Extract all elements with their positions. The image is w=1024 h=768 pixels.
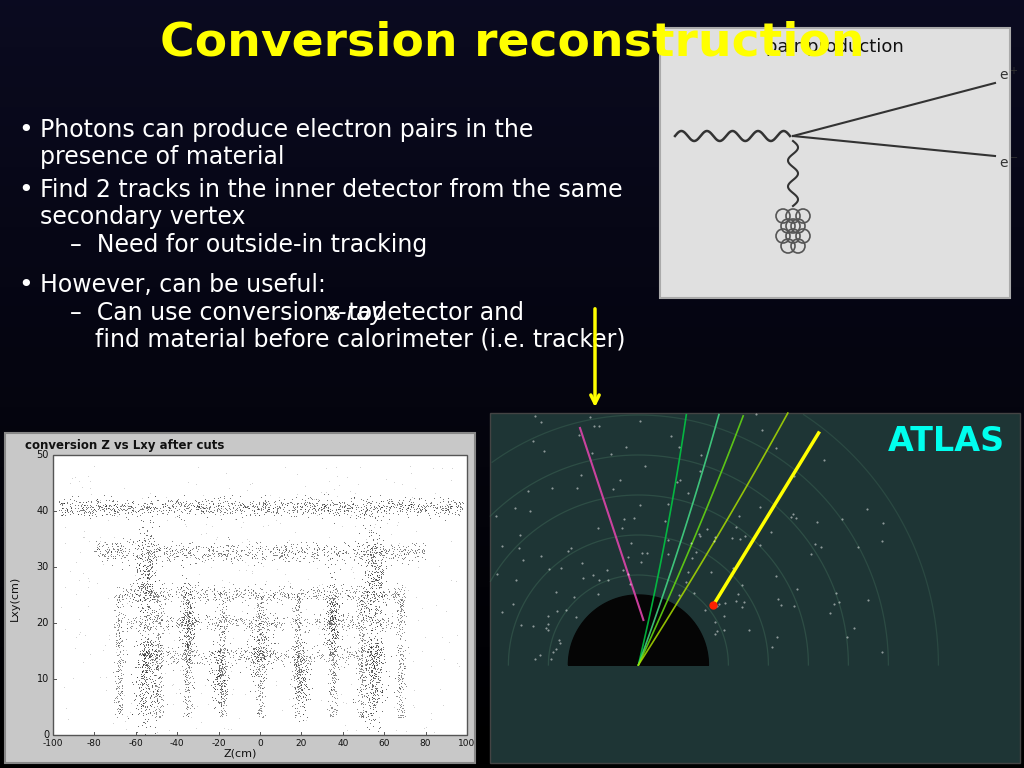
Polygon shape xyxy=(568,595,709,665)
Text: 40: 40 xyxy=(37,506,49,516)
Text: However, can be useful:: However, can be useful: xyxy=(40,273,326,297)
Text: –  Can use conversions to: – Can use conversions to xyxy=(70,301,380,325)
Text: -40: -40 xyxy=(170,739,184,748)
Bar xyxy=(490,413,1020,763)
Bar xyxy=(5,433,475,763)
Text: •: • xyxy=(18,273,33,297)
Text: 80: 80 xyxy=(420,739,431,748)
Text: presence of material: presence of material xyxy=(40,145,285,169)
Text: •: • xyxy=(18,178,33,202)
Bar xyxy=(53,455,467,735)
Text: x-ray: x-ray xyxy=(325,301,386,325)
Text: Find 2 tracks in the inner detector from the same: Find 2 tracks in the inner detector from… xyxy=(40,178,623,202)
Text: 50: 50 xyxy=(37,450,49,460)
Text: secondary vertex: secondary vertex xyxy=(40,205,246,229)
Text: Conversion reconstruction: Conversion reconstruction xyxy=(160,20,864,65)
Text: conversion Z vs Lxy after cuts: conversion Z vs Lxy after cuts xyxy=(25,439,224,452)
Text: 0: 0 xyxy=(257,739,263,748)
Text: 60: 60 xyxy=(379,739,390,748)
Text: 30: 30 xyxy=(37,562,49,572)
Text: 0: 0 xyxy=(43,730,49,740)
Text: find material before calorimeter (i.e. tracker): find material before calorimeter (i.e. t… xyxy=(95,328,626,352)
Polygon shape xyxy=(568,595,709,665)
Text: •: • xyxy=(18,118,33,142)
Text: -80: -80 xyxy=(87,739,101,748)
Bar xyxy=(660,28,1010,298)
Text: -100: -100 xyxy=(43,739,63,748)
Text: –  Need for outside-in tracking: – Need for outside-in tracking xyxy=(70,233,427,257)
Text: ATLAS: ATLAS xyxy=(888,425,1005,458)
Text: 40: 40 xyxy=(337,739,348,748)
Text: detector and: detector and xyxy=(365,301,524,325)
Text: -60: -60 xyxy=(128,739,143,748)
Text: Z(cm): Z(cm) xyxy=(223,749,257,759)
Text: Photons can produce electron pairs in the: Photons can produce electron pairs in th… xyxy=(40,118,534,142)
Text: 100: 100 xyxy=(459,739,475,748)
Text: 20: 20 xyxy=(37,618,49,628)
Text: -20: -20 xyxy=(211,739,226,748)
Text: e$^-$: e$^-$ xyxy=(999,157,1019,171)
Text: 20: 20 xyxy=(296,739,307,748)
Text: Lxy(cm): Lxy(cm) xyxy=(10,575,20,621)
Text: pair production: pair production xyxy=(766,38,904,56)
Text: e$^+$: e$^+$ xyxy=(999,66,1019,84)
Text: 10: 10 xyxy=(37,674,49,684)
